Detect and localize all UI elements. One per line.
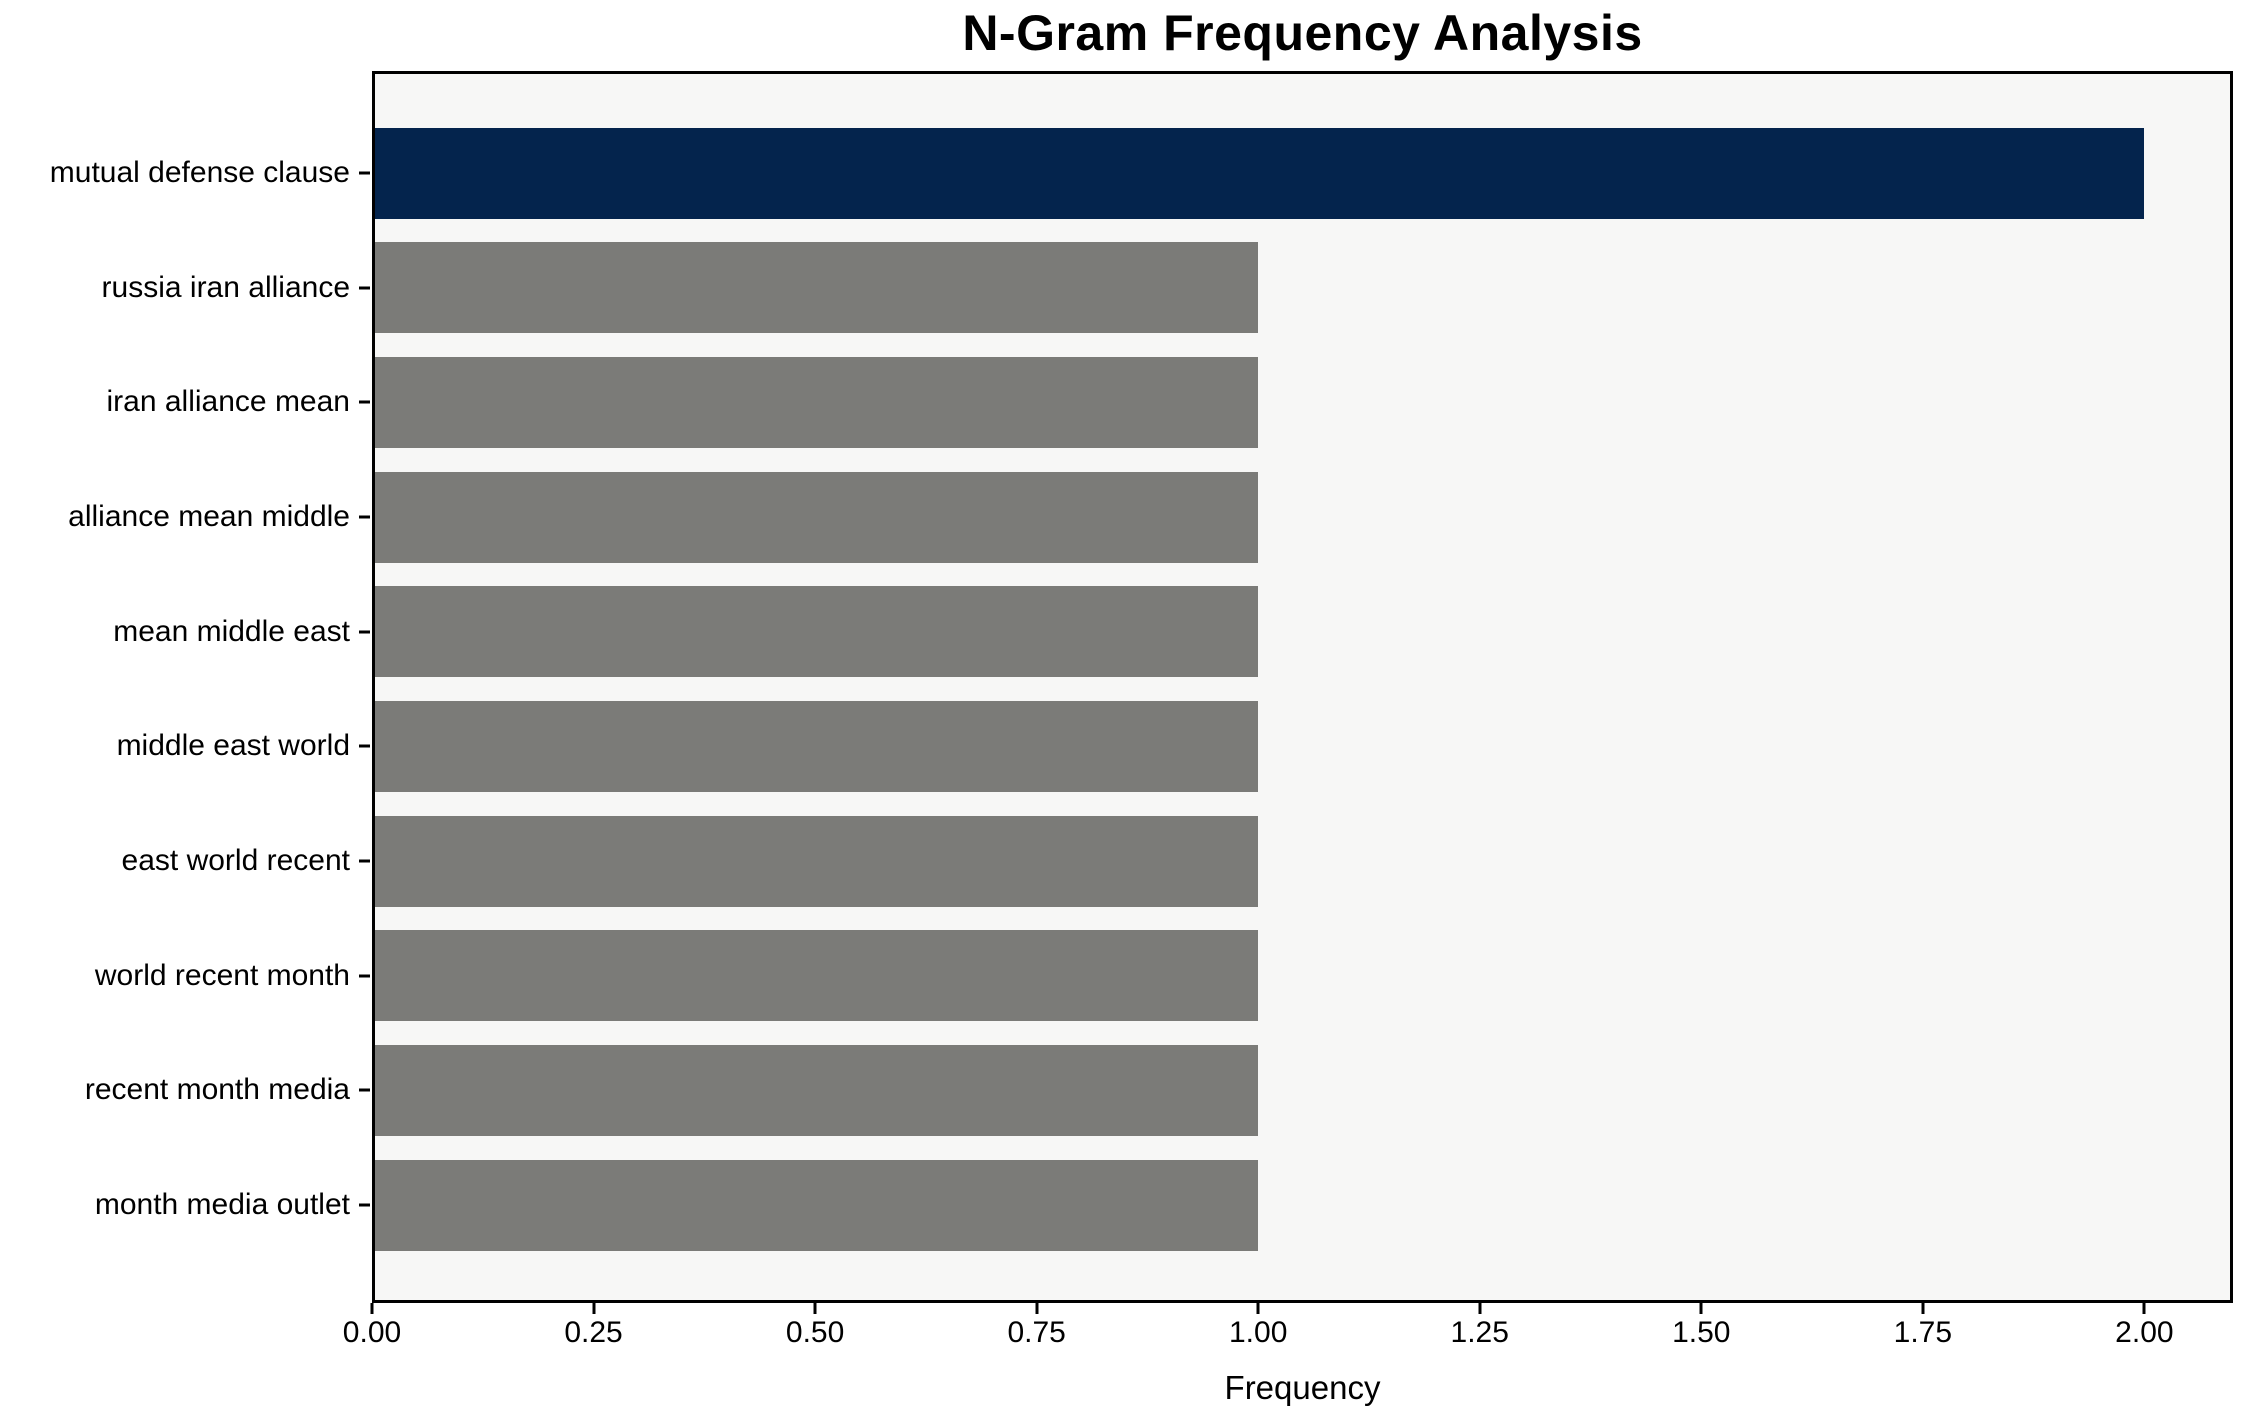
bar-month-media-outlet xyxy=(372,1159,1259,1251)
x-tick-label-0.50: 0.50 xyxy=(785,1316,845,1349)
y-tick-mark xyxy=(359,859,370,863)
x-tick-mark xyxy=(1035,1303,1039,1314)
y-tick-mark xyxy=(359,400,370,404)
bar-middle-east-world xyxy=(372,700,1259,792)
y-tick-label-recent-month-media: recent month media xyxy=(84,1073,350,1107)
bar-east-world-recent xyxy=(372,815,1259,907)
x-tick-mark xyxy=(1921,1303,1925,1314)
x-tick-mark xyxy=(1478,1303,1482,1314)
y-tick-mark xyxy=(359,515,370,519)
y-tick-label-month-media-outlet: month media outlet xyxy=(94,1188,350,1222)
y-tick-label-mean-middle-east: mean middle east xyxy=(113,614,350,648)
bar-russia-iran-alliance xyxy=(372,242,1259,334)
y-tick-label-world-recent-month: world recent month xyxy=(94,958,350,992)
x-tick-mark xyxy=(1699,1303,1703,1314)
bar-recent-month-media xyxy=(372,1044,1259,1136)
x-tick-mark xyxy=(592,1303,596,1314)
y-tick-label-alliance-mean-middle: alliance mean middle xyxy=(68,500,350,533)
x-tick-label-2.00: 2.00 xyxy=(2115,1316,2174,1349)
x-tick-mark xyxy=(370,1303,374,1314)
y-tick-mark xyxy=(359,171,370,175)
bar-mean-middle-east xyxy=(372,586,1259,678)
y-tick-mark xyxy=(359,286,370,290)
y-tick-mark xyxy=(359,974,370,978)
bar-mutual-defense-clause xyxy=(372,127,2145,219)
y-tick-mark xyxy=(359,1088,370,1092)
x-tick-label-0.25: 0.25 xyxy=(564,1316,623,1349)
x-tick-label-1.00: 1.00 xyxy=(1228,1316,1288,1349)
y-tick-mark xyxy=(359,1203,370,1207)
x-axis-label: Frequency xyxy=(1224,1369,1381,1406)
x-tick-mark xyxy=(813,1303,817,1314)
plot-content xyxy=(372,71,2233,1303)
x-tick-mark xyxy=(1256,1303,1260,1314)
y-tick-label-russia-iran-alliance: russia iran alliance xyxy=(101,270,350,304)
y-tick-label-mutual-defense-clause: mutual defense clause xyxy=(49,156,350,189)
y-tick-mark xyxy=(359,744,370,748)
x-tick-label-1.50: 1.50 xyxy=(1672,1316,1731,1349)
x-tick-mark xyxy=(2142,1303,2146,1314)
x-tick-label-0.00: 0.00 xyxy=(342,1316,402,1349)
x-tick-label-1.75: 1.75 xyxy=(1893,1316,1953,1349)
y-tick-mark xyxy=(359,630,370,634)
bar-world-recent-month xyxy=(372,930,1259,1022)
y-tick-label-middle-east-world: middle east world xyxy=(116,729,350,763)
bar-iran-alliance-mean xyxy=(372,356,1259,448)
chart-title: N-Gram Frequency Analysis xyxy=(962,5,1643,61)
x-tick-label-1.25: 1.25 xyxy=(1450,1316,1509,1349)
bar-alliance-mean-middle xyxy=(372,471,1259,563)
y-tick-label-east-world-recent: east world recent xyxy=(121,844,350,878)
y-tick-label-iran-alliance-mean: iran alliance mean xyxy=(106,385,350,419)
x-tick-label-0.75: 0.75 xyxy=(1007,1316,1066,1349)
